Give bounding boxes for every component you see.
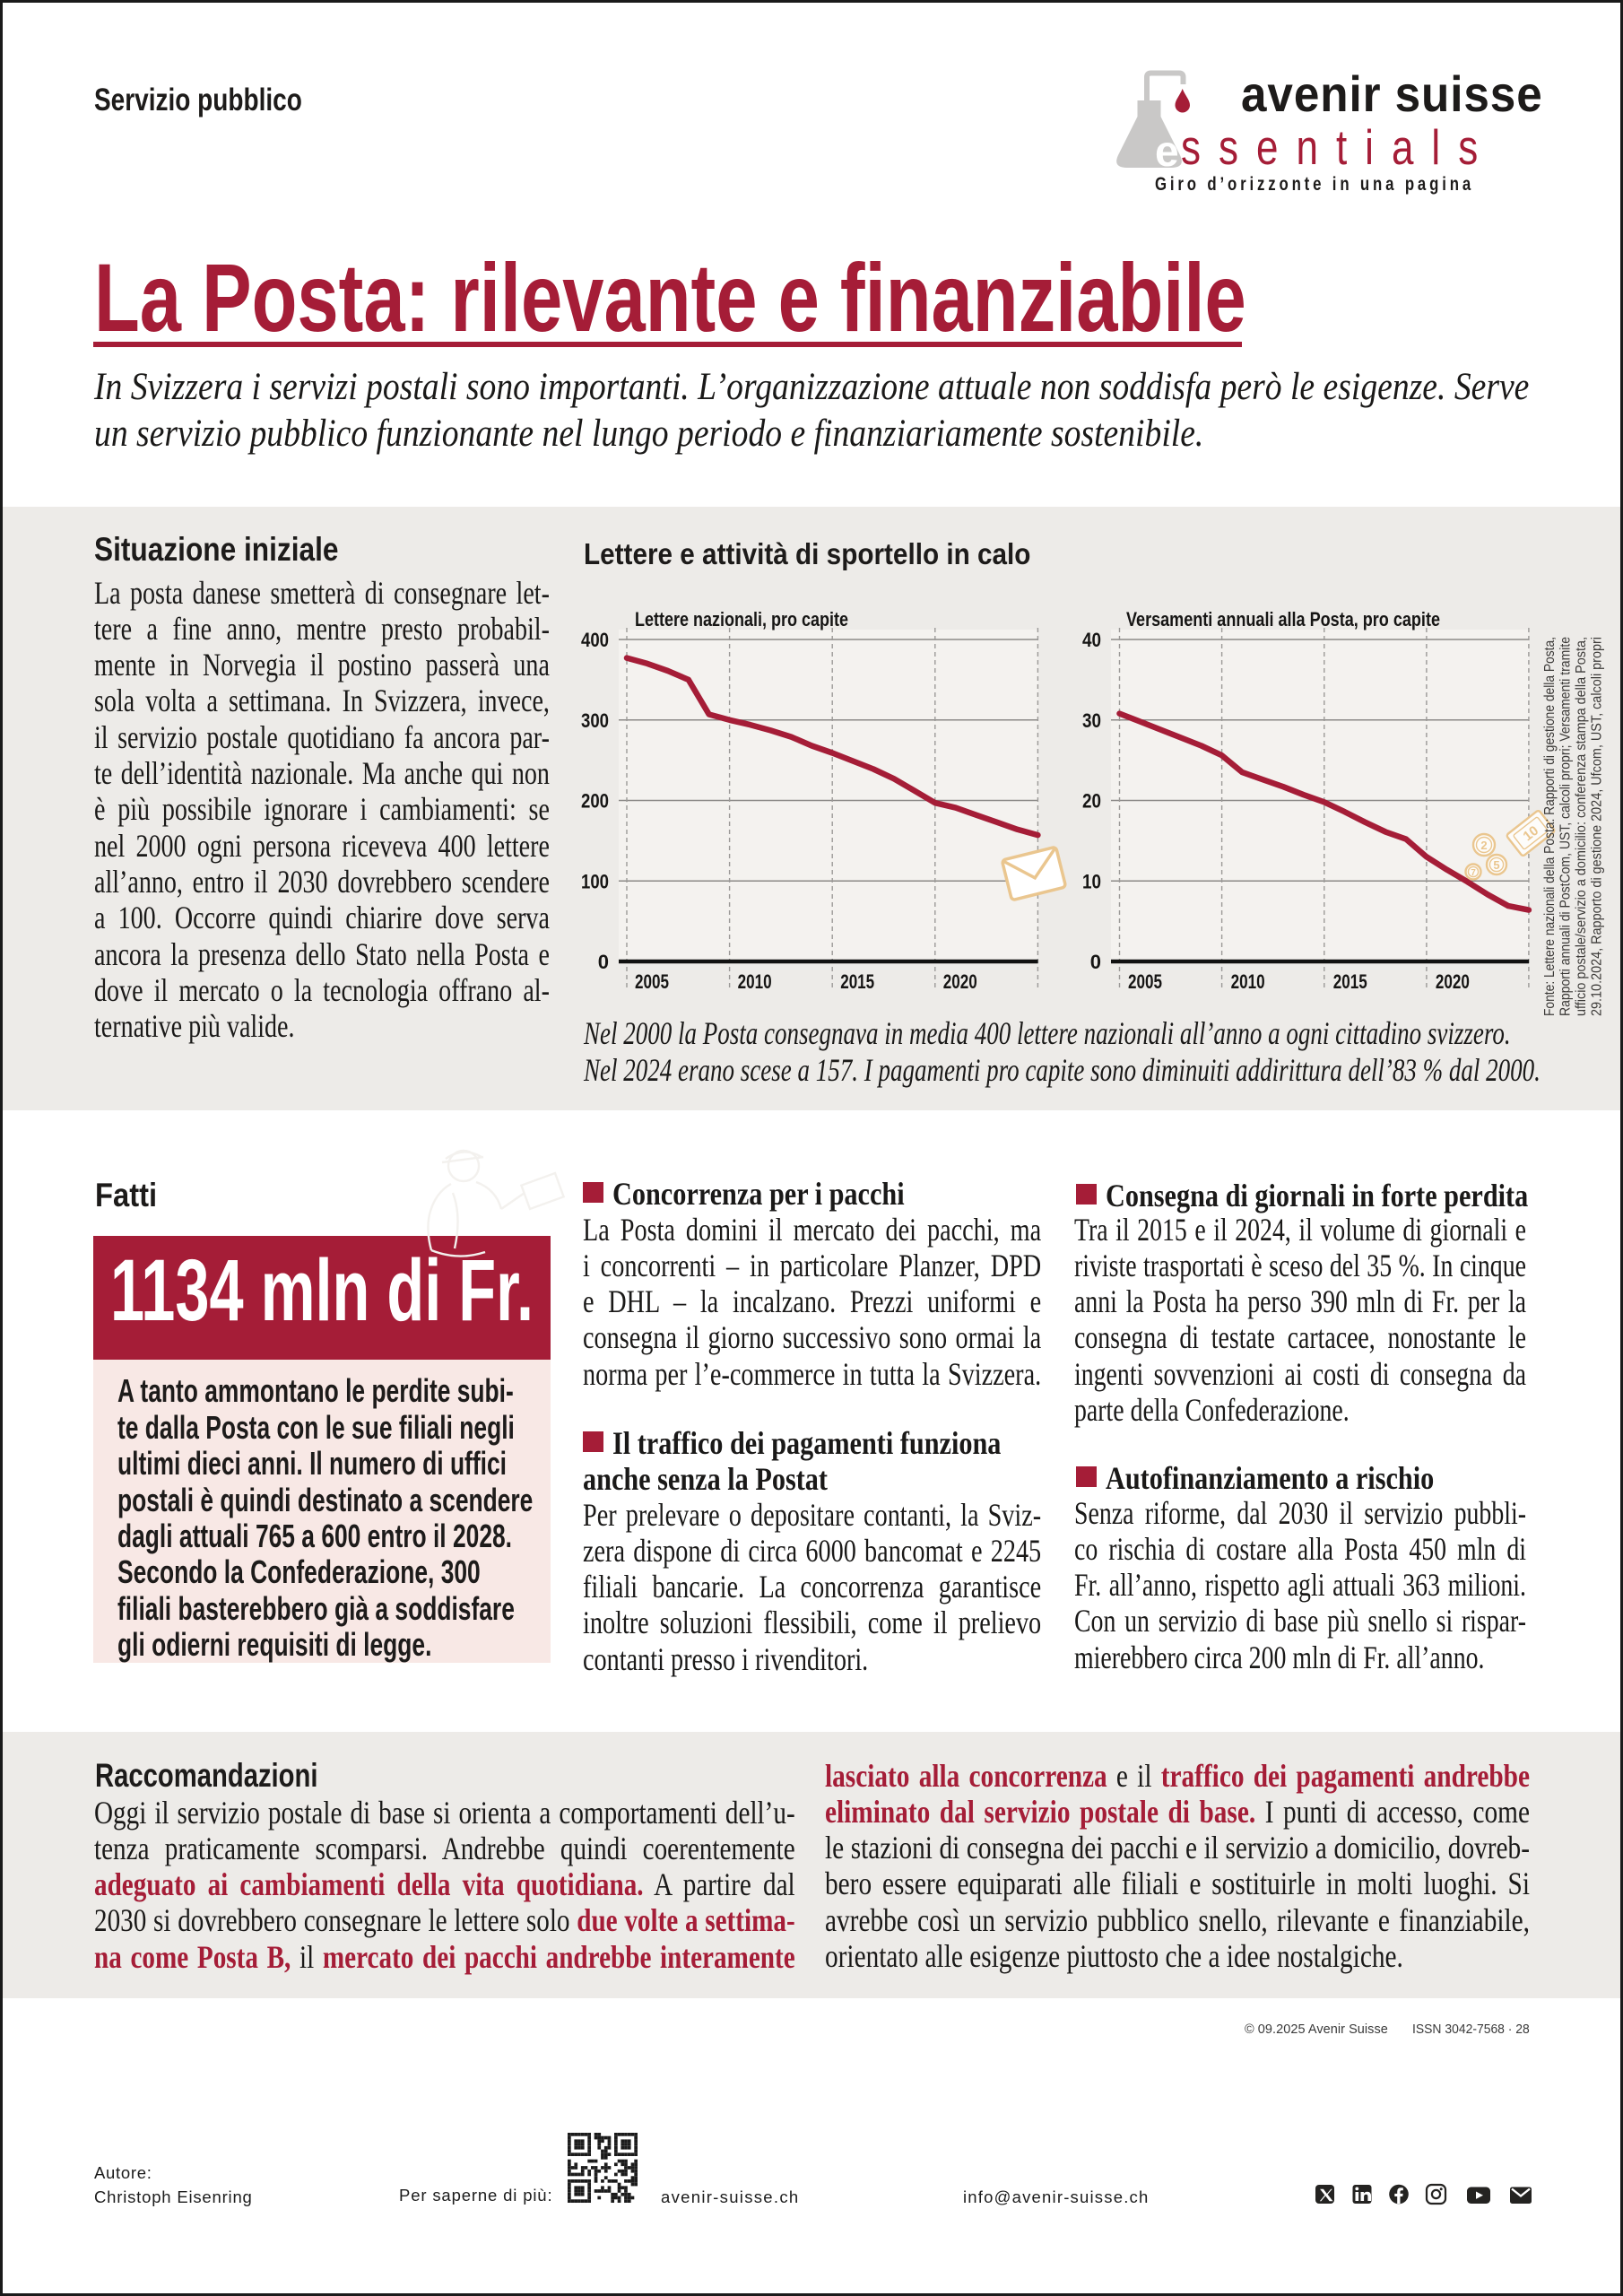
svg-text:0: 0	[598, 951, 609, 973]
svg-text:2005: 2005	[635, 970, 669, 993]
svg-text:2015: 2015	[1333, 970, 1367, 993]
svg-text:20: 20	[1082, 790, 1101, 813]
svg-text:10: 10	[1082, 870, 1101, 892]
svg-text:2: 2	[1480, 839, 1487, 852]
svg-text:0: 0	[1090, 951, 1101, 973]
svg-text:ufficio postale/servizio a dom: ufficio postale/servizio a domicilio: co…	[1574, 637, 1589, 1016]
svg-text:10: 10	[1520, 823, 1541, 845]
svg-text:2010: 2010	[738, 970, 772, 993]
svg-text:2020: 2020	[943, 970, 977, 993]
svg-text:Lettere nazionali, pro capite: Lettere nazionali, pro capite	[635, 608, 848, 631]
svg-text:40: 40	[1082, 629, 1101, 651]
svg-text:Fonte: Lettere nazionali della: Fonte: Lettere nazionali della Posta: Ra…	[1542, 637, 1558, 1016]
svg-text:300: 300	[581, 709, 609, 732]
svg-text:30: 30	[1082, 709, 1101, 732]
svg-text:100: 100	[581, 870, 609, 892]
svg-text:e: e	[1155, 128, 1179, 176]
svg-text:29.10.2024, Rapporto di gestio: 29.10.2024, Rapporto di gestione 2024, U…	[1590, 637, 1605, 1016]
svg-text:2005: 2005	[1128, 970, 1162, 993]
svg-text:200: 200	[581, 790, 609, 813]
svg-text:Versamenti annuali alla Posta,: Versamenti annuali alla Posta, pro capit…	[1126, 608, 1440, 631]
svg-text:5: 5	[1493, 858, 1499, 872]
svg-text:2010: 2010	[1231, 970, 1265, 993]
svg-text:400: 400	[581, 629, 609, 651]
svg-text:2015: 2015	[840, 970, 874, 993]
svg-text:7: 7	[1471, 868, 1476, 878]
svg-text:2020: 2020	[1436, 970, 1470, 993]
svg-text:Rapporti annuali di PostCom, U: Rapporti annuali di PostCom, UST, calcol…	[1558, 637, 1574, 1016]
